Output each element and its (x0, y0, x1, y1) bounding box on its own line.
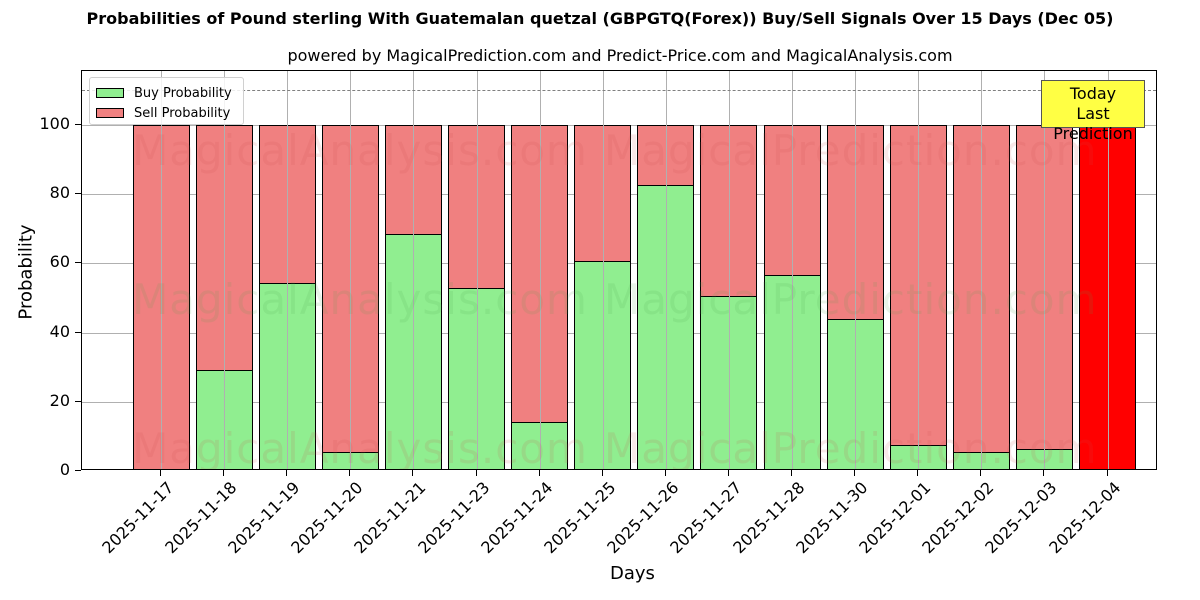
x-tick (601, 470, 603, 476)
legend-buy-label: Buy Probability (134, 85, 232, 101)
gridline-vertical (1107, 71, 1109, 469)
buy-swatch-icon (96, 88, 124, 98)
x-tick (917, 470, 919, 476)
today-annotation: Today Last Prediction (1041, 80, 1145, 143)
gridline-vertical (1044, 71, 1046, 469)
y-tick (75, 262, 81, 264)
y-tick-label: 40 (49, 321, 70, 341)
y-tick-label: 20 (49, 390, 70, 410)
x-axis-title: Days (610, 563, 655, 584)
x-tick (412, 470, 414, 476)
x-tick (1106, 470, 1108, 476)
annotation-line-1: Today (1069, 84, 1117, 103)
legend-item-buy: Buy Probability (96, 85, 232, 101)
gridline-vertical (476, 71, 478, 469)
gridline-vertical (981, 71, 983, 469)
y-tick (75, 470, 81, 471)
x-tick (286, 470, 288, 476)
chart-subtitle: powered by MagicalPrediction.com and Pre… (287, 46, 953, 65)
legend: Buy Probability Sell Probability (89, 77, 244, 125)
x-tick (538, 470, 540, 476)
x-tick (1043, 470, 1045, 476)
gridline-vertical (287, 71, 289, 469)
gridline-vertical (665, 71, 667, 469)
gridline-vertical (728, 71, 730, 469)
y-tick (75, 400, 81, 402)
x-tick (160, 470, 161, 476)
y-tick-label: 0 (59, 460, 70, 479)
gridline-vertical (161, 71, 162, 469)
x-tick (980, 470, 982, 476)
y-tick (75, 124, 81, 125)
gridline-vertical (792, 71, 793, 469)
y-tick-label: 60 (49, 252, 70, 272)
gridline-vertical (413, 71, 415, 469)
reference-line (82, 90, 1156, 92)
chart-title: Probabilities of Pound sterling With Gua… (86, 9, 1114, 28)
x-tick (791, 470, 792, 476)
annotation-line-2: Last Prediction (1053, 104, 1133, 143)
y-axis-title: Probability (15, 224, 37, 320)
x-tick (854, 470, 856, 476)
gridline-vertical (224, 71, 226, 469)
sell-swatch-icon (96, 108, 124, 118)
gridline-vertical (350, 71, 352, 469)
x-tick (223, 470, 225, 476)
y-tick-label: 80 (49, 183, 70, 203)
y-tick-label: 100 (39, 114, 70, 133)
legend-item-sell: Sell Probability (96, 105, 230, 121)
x-tick (727, 470, 729, 476)
legend-sell-label: Sell Probability (134, 105, 231, 121)
gridline-vertical (918, 71, 920, 469)
x-tick (475, 470, 477, 476)
gridline-vertical (602, 71, 604, 469)
x-tick (349, 470, 351, 476)
gridline-vertical (539, 71, 541, 469)
plot-area: MagicalAnalysis.comMagicalPrediction.com… (81, 70, 1157, 470)
y-tick (75, 193, 81, 195)
y-tick (75, 331, 81, 333)
x-tick (664, 470, 666, 476)
gridline-vertical (855, 71, 857, 469)
